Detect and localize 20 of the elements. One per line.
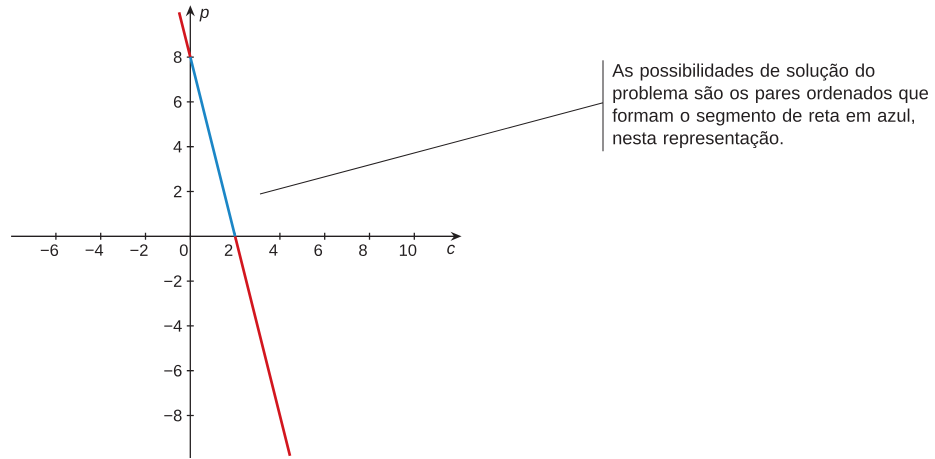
x-tick-label: 8 bbox=[359, 244, 367, 256]
x-tick-label: −2 bbox=[130, 244, 148, 256]
x-tick-label: 4 bbox=[269, 244, 278, 256]
y-tick-label: 8 bbox=[174, 51, 182, 63]
y-tick-label: 2 bbox=[174, 186, 182, 198]
x-axis-title: c bbox=[447, 244, 455, 254]
x-tick-label: −6 bbox=[40, 244, 58, 256]
x-tick-label: 6 bbox=[314, 244, 322, 256]
y-tick-label: −4 bbox=[164, 320, 182, 332]
y-tick-label: 6 bbox=[174, 96, 182, 108]
x-tick-label: 10 bbox=[400, 244, 416, 256]
y-tick-label: −2 bbox=[164, 275, 182, 287]
x-tick-label: −4 bbox=[86, 244, 104, 256]
y-tick-label: −6 bbox=[164, 364, 182, 377]
y-tick-label: 4 bbox=[173, 141, 182, 152]
text: As possibilidades de solução do problema são os pares ordenados que formam o segmento de reta em azul, nesta representação. bbox=[612, 64, 928, 148]
y-axis-title: p bbox=[199, 8, 209, 22]
x-tick-label: 2 bbox=[224, 244, 232, 256]
y-tick-label: −8 bbox=[164, 410, 182, 422]
x-tick-label: 0 bbox=[180, 244, 188, 256]
